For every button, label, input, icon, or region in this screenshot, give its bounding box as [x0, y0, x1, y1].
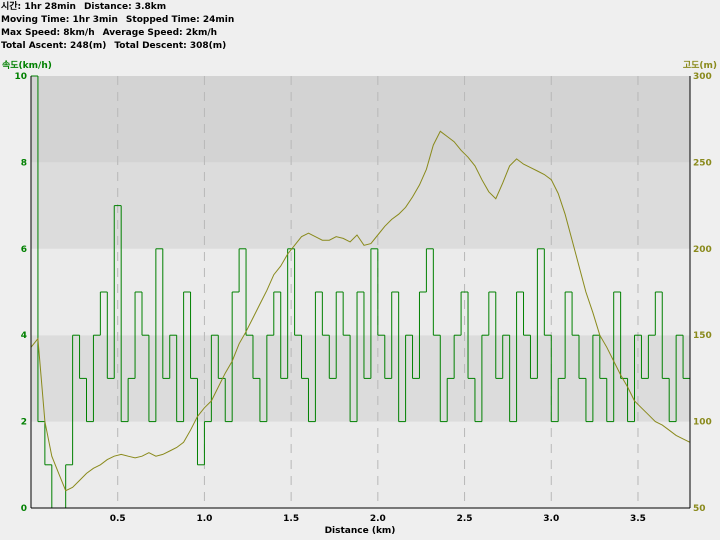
elevation-line: [30, 130, 691, 492]
moving-time-label: Moving Time:: [1, 15, 70, 25]
total-ascent-label: Total Ascent:: [1, 41, 67, 51]
stopped-time-label: Stopped Time:: [125, 15, 200, 25]
axis-tick-labels: 0 2 4 6 8 10 50 100 150 200 250 300 0.5 1.0 1.5 2.0 2.5 3…: [14, 72, 711, 524]
x-tick-label: 2.5: [457, 514, 473, 524]
y-left-tick-label: 10: [14, 72, 27, 82]
y-left-axis-label: 속도(km/h): [2, 59, 52, 71]
y-right-tick-label: 100: [693, 418, 712, 428]
stat-line-ascent-descent: Total Ascent: 248(m) Total Descent: 308(m…: [1, 40, 226, 52]
y-left-tick-label: 2: [21, 418, 27, 428]
trip-summary: 시간: 1hr 28min Distance: 3.8km Moving Time…: [0, 0, 720, 56]
x-tick-label: 0.5: [110, 514, 126, 524]
x-tick-label: 1.5: [283, 514, 299, 524]
y-right-tick-label: 200: [693, 245, 712, 255]
moving-time-value: 1hr 3min: [72, 15, 118, 25]
stat-line-time-distance: 시간: 1hr 28min Distance: 3.8km: [1, 1, 166, 13]
background-band: [31, 162, 690, 249]
stat-line-speed: Max Speed: 8km/h Average Speed: 2km/h: [1, 27, 217, 39]
time-label: 시간:: [1, 2, 22, 12]
x-tick-label: 3.5: [630, 514, 646, 524]
distance-label: Distance:: [83, 2, 132, 12]
time-value: 1hr 28min: [24, 2, 76, 12]
total-ascent-value: 248(m): [69, 41, 107, 51]
y-left-tick-label: 8: [21, 158, 27, 168]
background-band: [31, 76, 690, 163]
y-right-tick-label: 300: [693, 72, 712, 82]
max-speed-value: 8km/h: [63, 28, 95, 38]
background-band: [31, 421, 690, 508]
y-left-tick-label: 0: [21, 504, 27, 514]
stat-line-moving-stopped: Moving Time: 1hr 3min Stopped Time: 24min: [1, 14, 234, 26]
x-tick-label: 2.0: [370, 514, 386, 524]
x-tick-label: 3.0: [543, 514, 559, 524]
y-right-tick-label: 50: [693, 504, 706, 514]
total-descent-value: 308(m): [189, 41, 227, 51]
x-tick-label: 1.0: [196, 514, 212, 524]
distance-value: 3.8km: [134, 2, 167, 12]
stopped-time-value: 24min: [202, 15, 235, 25]
average-speed-value: 2km/h: [185, 28, 218, 38]
speed-series: [31, 75, 691, 509]
x-axis-label: Distance (km): [325, 526, 396, 536]
max-speed-label: Max Speed:: [1, 28, 61, 38]
y-left-tick-label: 4: [21, 331, 27, 341]
y-right-tick-label: 150: [693, 331, 712, 341]
y-right-tick-label: 250: [693, 158, 712, 168]
average-speed-label: Average Speed:: [102, 28, 183, 38]
y-right-axis-label: 고도(m): [683, 60, 717, 71]
y-left-tick-label: 6: [21, 245, 27, 255]
total-descent-label: Total Descent:: [114, 41, 187, 51]
